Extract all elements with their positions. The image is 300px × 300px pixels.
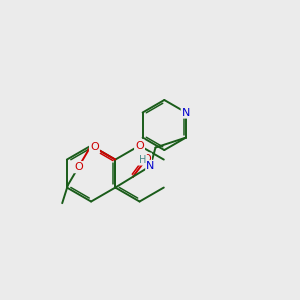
Text: O: O [142, 154, 151, 164]
Text: N: N [146, 161, 155, 171]
Text: N: N [182, 107, 190, 118]
Text: O: O [135, 141, 144, 151]
Text: H: H [139, 154, 146, 165]
Text: O: O [90, 142, 99, 152]
Text: O: O [74, 162, 83, 172]
